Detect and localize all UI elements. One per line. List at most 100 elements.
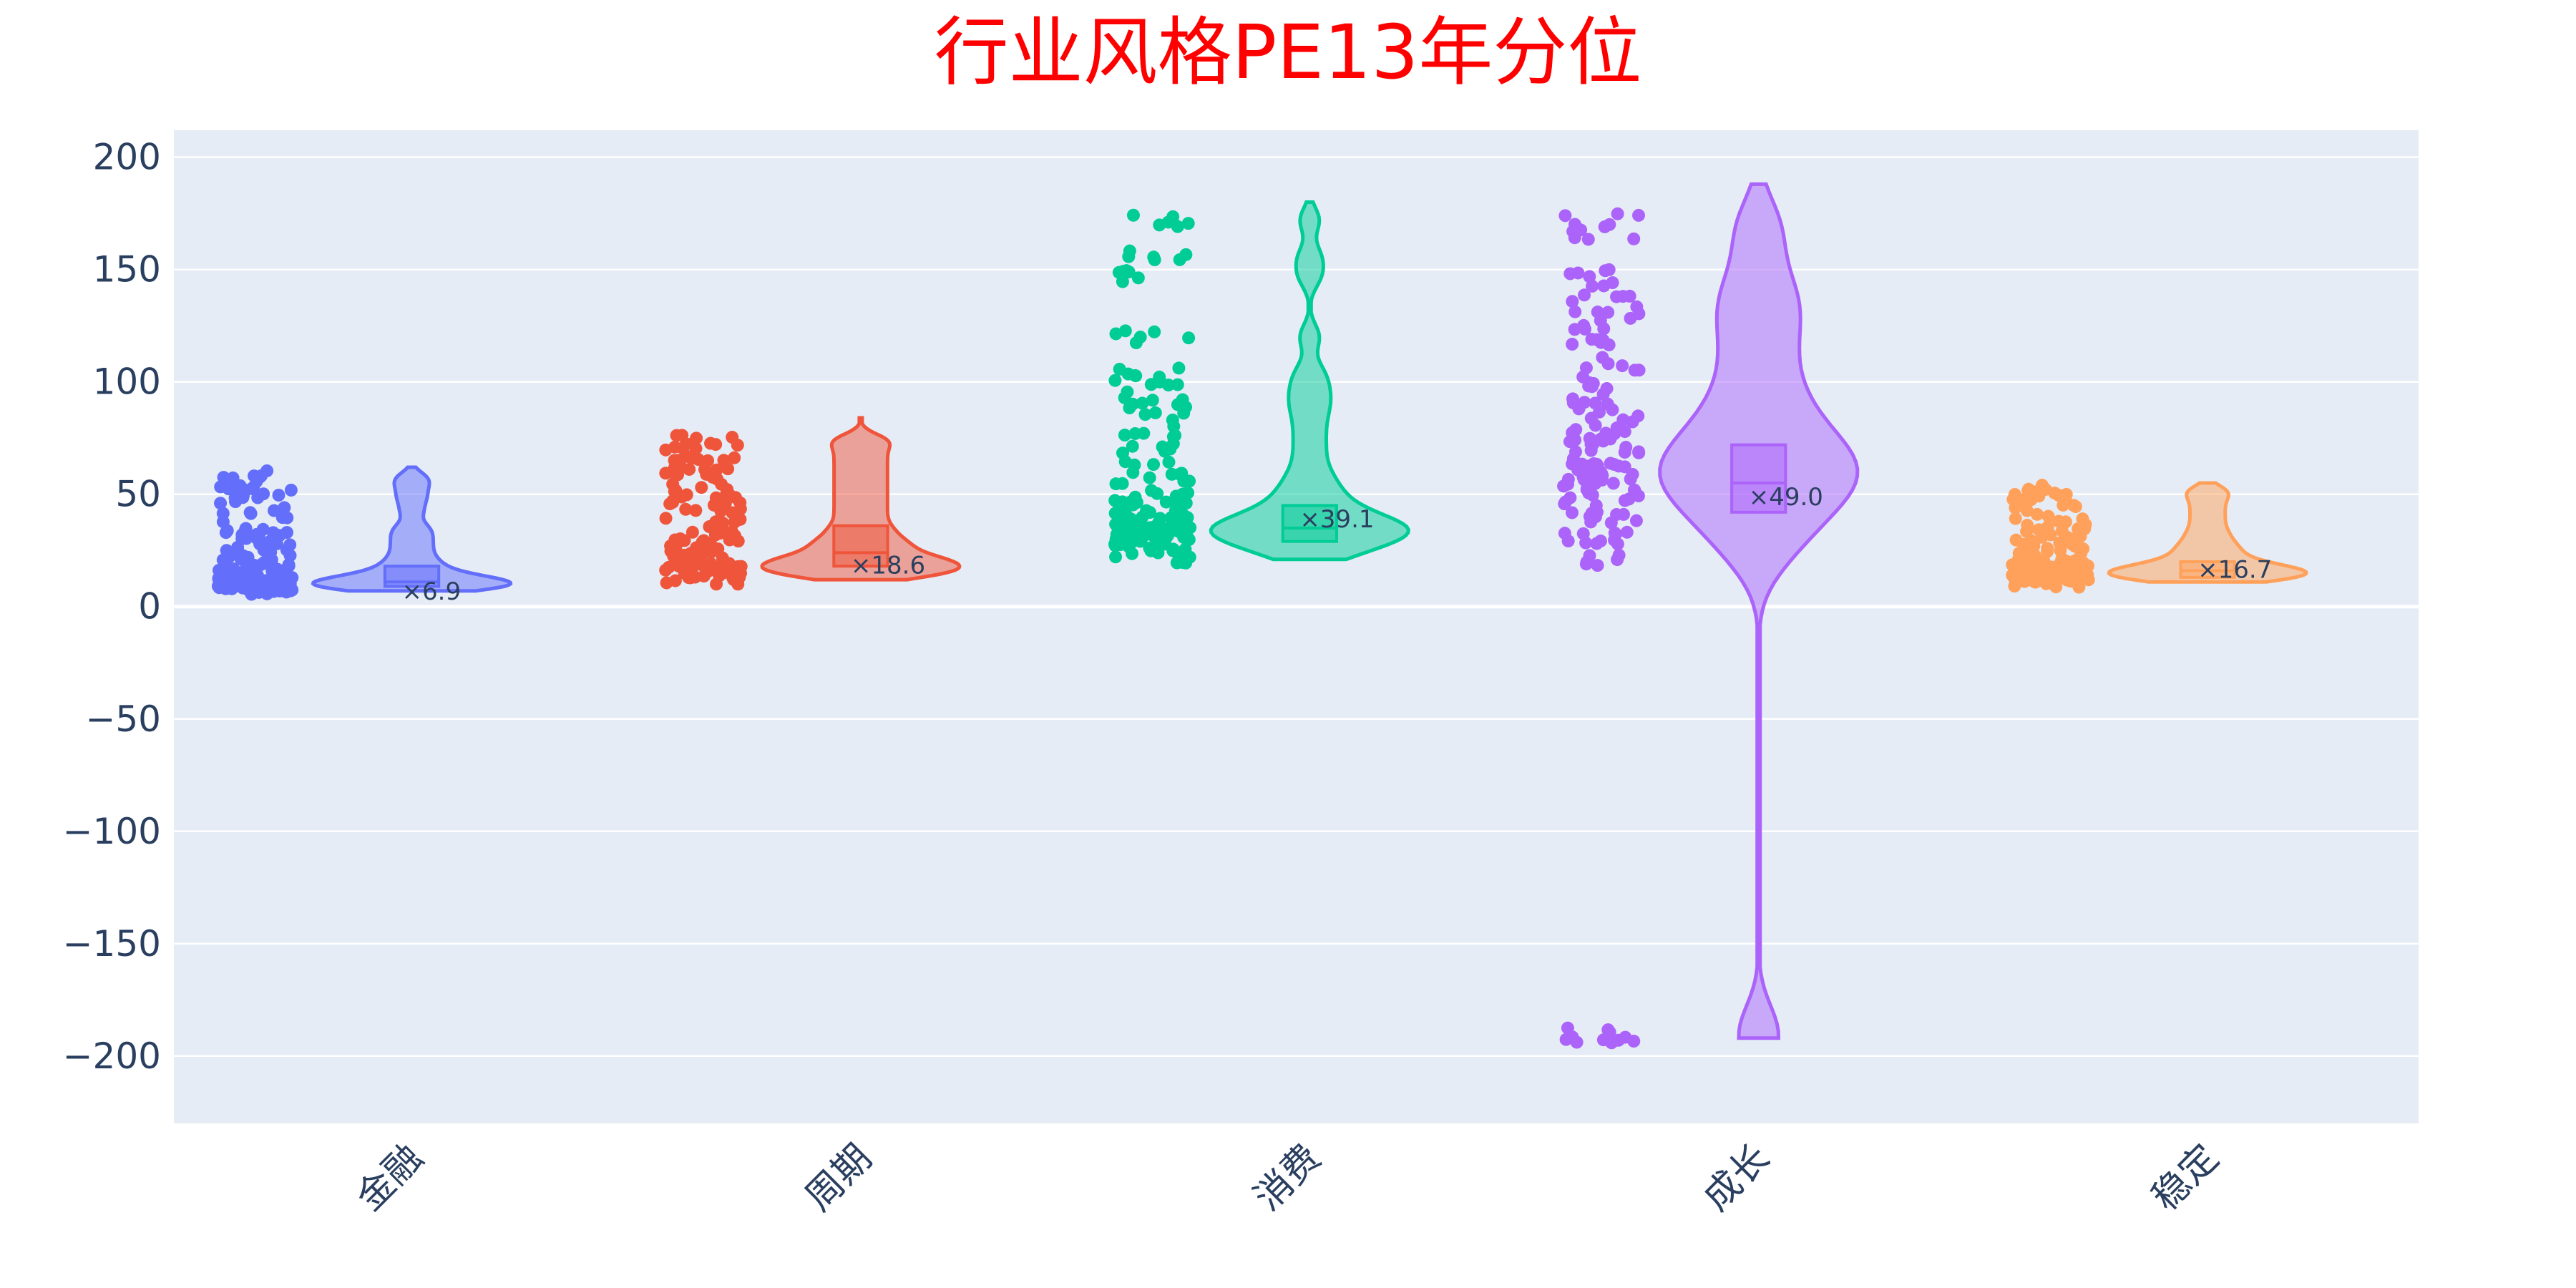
data-point (717, 454, 731, 467)
data-point (1119, 508, 1133, 522)
data-point (260, 464, 274, 477)
data-point (1128, 523, 1141, 537)
data-point (1118, 429, 1131, 442)
violin-shape (2107, 481, 2308, 584)
data-point (1611, 207, 1624, 220)
data-point (1568, 323, 1581, 336)
data-point (689, 504, 703, 517)
current-value-annotation: ×39.1 (1299, 505, 1374, 534)
x-category-label: 成长 (1695, 1136, 1778, 1219)
data-point (2041, 520, 2054, 534)
data-point (1566, 426, 1579, 439)
violin-shape (1209, 200, 1410, 562)
data-point (214, 497, 228, 510)
data-point (1589, 499, 1603, 512)
data-point (1136, 396, 1149, 410)
annotations: ×6.9 ×18.6 ×39.1 ×49.0 ×16.7 (402, 483, 2273, 606)
data-point (2012, 552, 2026, 565)
data-point (216, 507, 230, 520)
data-point (1603, 1025, 1616, 1039)
data-point (2065, 570, 2079, 583)
data-point (1116, 447, 1129, 460)
data-point (1568, 305, 1582, 318)
data-point (2015, 493, 2029, 507)
y-tick-label: 100 (93, 361, 161, 403)
data-point (709, 491, 723, 504)
data-point (1578, 288, 1591, 302)
data-point (1583, 270, 1596, 283)
data-point (243, 506, 257, 519)
data-point (212, 572, 225, 586)
y-tick-label: 0 (138, 586, 161, 628)
data-point (1108, 374, 1122, 387)
data-point (2058, 536, 2072, 550)
data-point (1123, 535, 1137, 548)
data-point (726, 525, 739, 539)
data-point (2039, 482, 2052, 496)
data-point (1181, 217, 1195, 230)
data-point (1591, 559, 1604, 572)
data-point (1146, 394, 1159, 407)
data-point (713, 514, 726, 527)
data-point (1590, 537, 1604, 550)
data-point (2041, 545, 2054, 558)
data-point (1616, 413, 1630, 426)
data-point (238, 524, 252, 537)
data-point (1601, 357, 1615, 371)
data-point (726, 431, 739, 444)
data-point (1166, 542, 1180, 556)
data-point (1579, 361, 1593, 375)
violin-box (1730, 443, 1787, 514)
data-point (1131, 271, 1145, 285)
data-point (1608, 526, 1621, 540)
current-value-annotation: ×16.7 (2197, 555, 2272, 584)
data-point (1121, 385, 1134, 399)
data-point (1162, 455, 1176, 469)
x-category-label: 消费 (1246, 1136, 1329, 1219)
data-point (1611, 537, 1624, 551)
violins (311, 182, 2308, 1040)
data-point (231, 543, 245, 557)
data-point (255, 557, 268, 571)
data-point (1126, 397, 1139, 411)
data-point (670, 429, 683, 442)
data-point (1566, 396, 1580, 409)
data-point (2034, 560, 2048, 573)
data-point (2021, 518, 2034, 532)
data-point (1179, 542, 1192, 556)
data-point (1166, 413, 1179, 426)
data-point (1570, 1035, 1584, 1049)
data-point (1616, 507, 1630, 521)
data-point (250, 568, 264, 582)
data-point (734, 560, 748, 573)
data-point (1109, 550, 1123, 564)
x-category-label: 周期 (797, 1136, 880, 1219)
data-point (1147, 250, 1161, 264)
data-point (733, 512, 747, 526)
violin-shape (760, 416, 962, 582)
y-axis-ticks: 200 150 100 50 0 −50 −100 −150 −200 (63, 137, 161, 1077)
data-point (256, 522, 270, 536)
data-point (733, 502, 747, 516)
chart-title: 行业风格PE13年分位 (934, 9, 1642, 96)
data-point (2065, 555, 2079, 569)
data-point (2008, 580, 2021, 593)
data-point (1591, 306, 1604, 319)
current-value-annotation: ×49.0 (1749, 483, 1823, 512)
data-point (2077, 557, 2091, 570)
data-point (1578, 322, 1591, 336)
data-point (709, 438, 723, 452)
data-point (1165, 467, 1179, 481)
data-point (2079, 517, 2092, 531)
data-point (1147, 458, 1161, 472)
data-point (275, 511, 289, 525)
data-point (1632, 446, 1646, 459)
data-point (1631, 409, 1645, 423)
data-point (1159, 495, 1173, 509)
data-point (1164, 523, 1178, 537)
data-point (2006, 568, 2019, 582)
data-point (1112, 265, 1126, 279)
data-point (1618, 494, 1631, 507)
violin-box (1281, 504, 1338, 543)
